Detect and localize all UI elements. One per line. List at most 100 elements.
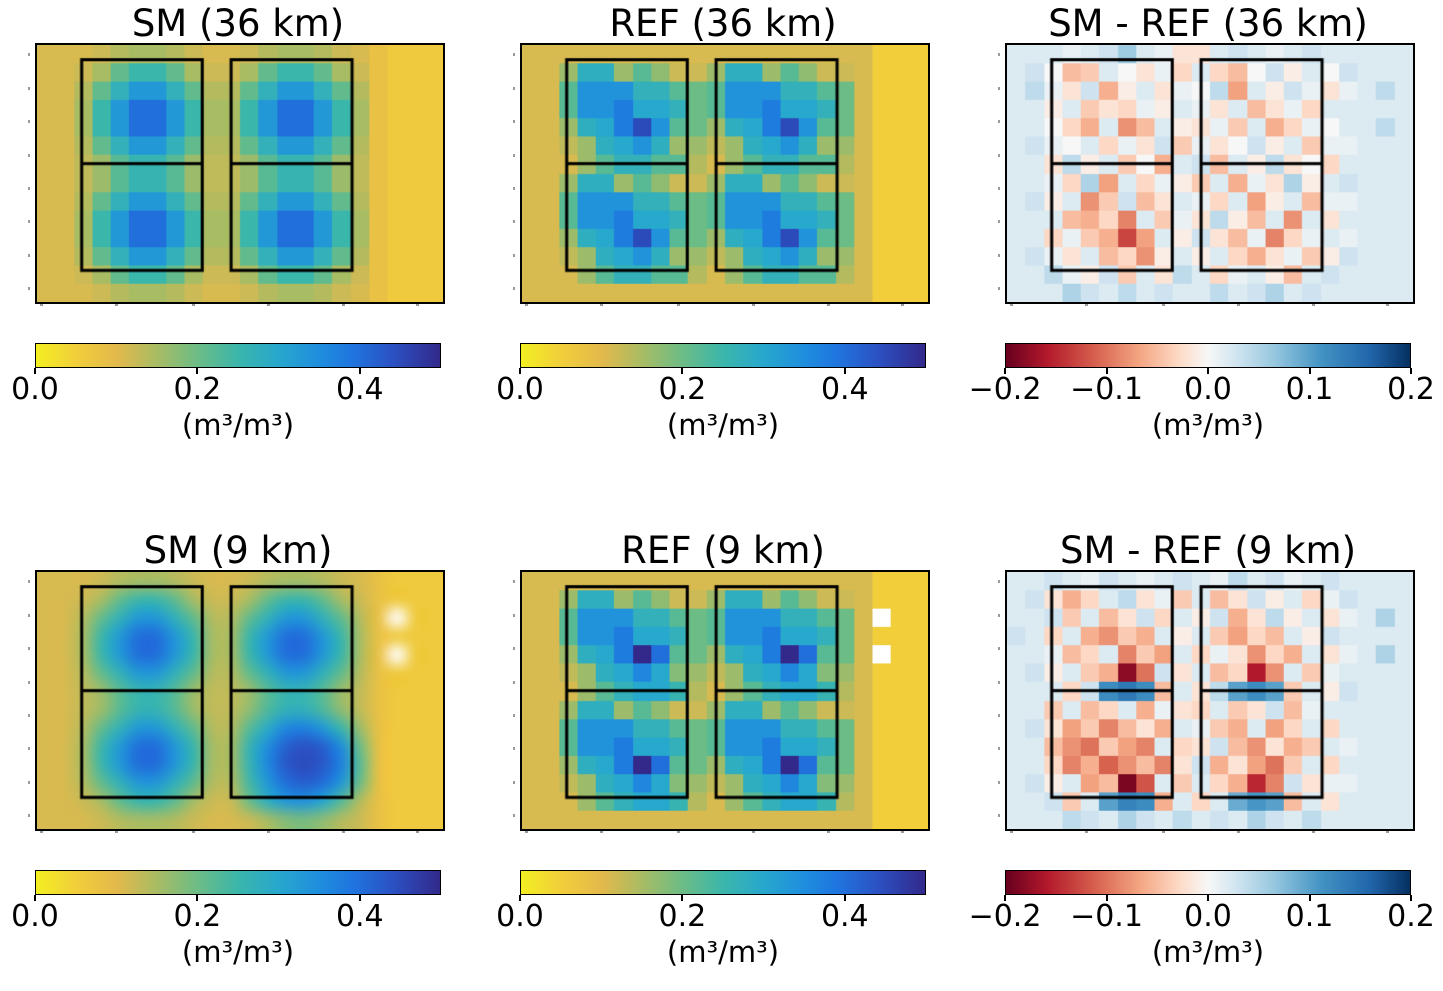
colorbar-ticks: 0.0 0.2 0.4 xyxy=(496,895,926,935)
y-axis-tick xyxy=(513,86,515,90)
colorbar-tick xyxy=(1410,368,1412,374)
x-axis-tick xyxy=(599,831,603,833)
colorbar-tick-label: 0.4 xyxy=(335,899,384,934)
colorbar-ticks: −0.2 −0.1 0.0 0.1 0.2 xyxy=(969,895,1435,935)
colorbar-tick-label: 0.0 xyxy=(1184,899,1232,934)
x-axis-tick xyxy=(1084,831,1088,833)
x-axis-tick xyxy=(1162,831,1166,833)
colorbar-tick xyxy=(1004,368,1006,374)
heatmap-canvas xyxy=(35,43,445,304)
y-axis-tick xyxy=(28,713,30,717)
y-axis-tick xyxy=(998,814,1000,818)
y-axis-tick xyxy=(513,613,515,617)
y-axis-tick xyxy=(28,613,30,617)
colorbar-tick xyxy=(1207,368,1209,374)
x-axis-tick xyxy=(751,304,755,306)
y-axis-tick xyxy=(513,287,515,291)
colorbar-unit-label: (m³/m³) xyxy=(181,935,295,969)
colorbar xyxy=(1005,343,1411,368)
y-axis-tick xyxy=(28,680,30,684)
x-axis-tick xyxy=(677,304,681,306)
colorbar-tick xyxy=(681,895,684,901)
y-axis-tick xyxy=(998,780,1000,784)
x-axis-tick xyxy=(114,304,118,306)
heatmap-canvas xyxy=(35,570,445,831)
y-axis-tick xyxy=(28,120,30,124)
y-axis-tick xyxy=(998,713,1000,717)
x-axis-tick xyxy=(415,831,419,833)
x-axis-tick xyxy=(192,831,196,833)
colorbar-tick xyxy=(358,895,361,901)
x-axis-tick xyxy=(1236,831,1240,833)
y-axis-tick xyxy=(28,86,30,90)
x-axis-tick xyxy=(900,831,904,833)
y-axis-tick xyxy=(998,220,1000,224)
x-axis-tick xyxy=(1009,831,1013,833)
x-axis-tick xyxy=(1385,831,1389,833)
colorbar-tick-label: 0.0 xyxy=(496,372,544,407)
x-axis-tick xyxy=(751,831,755,833)
colorbar-tick xyxy=(843,895,846,901)
y-axis-tick xyxy=(513,53,515,57)
colorbar-unit-label: (m³/m³) xyxy=(1151,408,1265,442)
y-axis-tick xyxy=(513,814,515,818)
colorbar-tick xyxy=(1308,368,1311,374)
colorbar-tick-label: 0.2 xyxy=(1387,899,1435,934)
y-axis-tick xyxy=(513,253,515,257)
x-axis-tick xyxy=(114,831,118,833)
panel-title: SM (9 km) xyxy=(143,529,333,572)
y-axis-tick xyxy=(998,613,1000,617)
colorbar xyxy=(1005,870,1411,895)
x-axis-tick xyxy=(1084,304,1088,306)
y-axis-tick xyxy=(998,120,1000,124)
x-axis-tick xyxy=(1311,304,1315,306)
map-area xyxy=(513,43,930,306)
map-area xyxy=(28,43,445,306)
x-axis-tick xyxy=(524,304,528,306)
colorbar xyxy=(520,343,926,368)
x-axis-tick xyxy=(1236,304,1240,306)
colorbar-unit-label: (m³/m³) xyxy=(1151,935,1265,969)
y-axis-tick xyxy=(28,153,30,157)
y-axis-tick xyxy=(28,747,30,751)
x-axis-tick xyxy=(39,304,43,306)
heatmap-canvas xyxy=(1005,570,1415,831)
panel-diff-36km: SM - REF (36 km) −0.2 −0.1 0.0 0.1 0.2 (m³/m… xyxy=(969,4,1435,464)
y-axis-tick xyxy=(998,680,1000,684)
panel-title: SM (36 km) xyxy=(131,2,345,45)
x-axis-tick xyxy=(1311,831,1315,833)
y-axis-tick xyxy=(513,220,515,224)
y-axis-tick xyxy=(998,647,1000,651)
y-axis-tick xyxy=(998,186,1000,190)
y-axis-tick xyxy=(998,287,1000,291)
panel-diff-9km: SM - REF (9 km) −0.2 −0.1 0.0 0.1 0.2 (m³/m³… xyxy=(969,531,1435,991)
colorbar-tick xyxy=(1105,368,1108,374)
y-axis-tick xyxy=(513,153,515,157)
y-axis-tick xyxy=(513,580,515,584)
colorbar-tick xyxy=(1105,895,1108,901)
colorbar-tick xyxy=(519,368,521,374)
y-axis-tick xyxy=(28,287,30,291)
y-axis-tick xyxy=(28,253,30,257)
map-area xyxy=(998,43,1415,306)
y-axis-tick xyxy=(513,780,515,784)
y-axis-tick xyxy=(998,747,1000,751)
y-axis-tick xyxy=(998,86,1000,90)
colorbar-tick xyxy=(1308,895,1311,901)
x-axis-tick xyxy=(415,304,419,306)
heatmap-canvas xyxy=(520,43,930,304)
x-axis-tick xyxy=(1385,304,1389,306)
y-axis-tick xyxy=(28,220,30,224)
colorbar-tick-label: 0.2 xyxy=(658,372,707,407)
colorbar-tick-label: 0.4 xyxy=(820,899,869,934)
heatmap-canvas xyxy=(1005,43,1415,304)
colorbar-tick xyxy=(681,368,684,374)
colorbar-tick-label: 0.1 xyxy=(1285,899,1334,934)
y-axis-tick xyxy=(513,186,515,190)
colorbar-tick xyxy=(196,368,199,374)
colorbar-tick xyxy=(1207,895,1209,901)
colorbar-tick-label: 0.4 xyxy=(820,372,869,407)
y-axis-tick xyxy=(513,747,515,751)
map-area xyxy=(513,570,930,833)
